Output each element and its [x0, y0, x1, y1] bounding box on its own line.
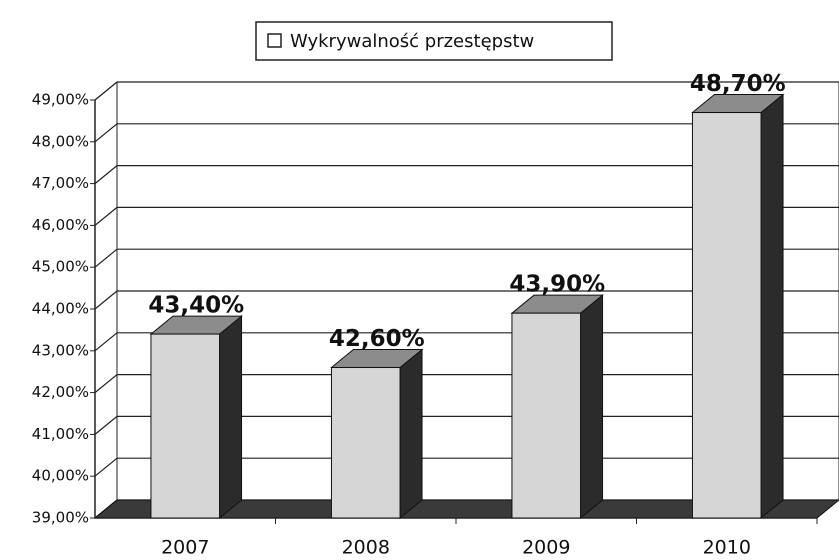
- bar-side: [219, 315, 243, 520]
- grid-line: [94, 123, 839, 143]
- x-tick-label: 2010: [703, 537, 751, 559]
- grid-line: [94, 81, 839, 101]
- bar: [691, 112, 762, 519]
- legend-box: [255, 21, 613, 61]
- legend-label: Wykrywalność przestępstw: [290, 31, 534, 52]
- bar-side: [580, 294, 604, 520]
- legend-swatch: [267, 33, 282, 48]
- grid-line: [94, 206, 839, 226]
- value-label: 43,40%: [148, 293, 244, 319]
- y-tick-label: 45,00%: [32, 258, 89, 276]
- bar-side: [399, 348, 423, 520]
- x-tick-label: 2009: [522, 537, 570, 559]
- y-tick-label: 44,00%: [32, 300, 89, 318]
- y-tick-label: 41,00%: [32, 425, 89, 443]
- x-tick-label: 2008: [342, 537, 390, 559]
- bar: [511, 312, 582, 519]
- grid-line: [94, 165, 839, 185]
- bar-side: [760, 93, 784, 520]
- x-tick-label: 2007: [161, 537, 209, 559]
- y-tick-label: 46,00%: [32, 216, 89, 234]
- grid-line: [94, 290, 839, 310]
- grid-line: [94, 248, 839, 268]
- value-label: 42,60%: [329, 326, 425, 352]
- y-tick-label: 40,00%: [32, 467, 89, 485]
- bar: [330, 367, 401, 519]
- y-tick-label: 39,00%: [32, 509, 89, 527]
- y-tick-label: 47,00%: [32, 174, 89, 192]
- value-label: 48,70%: [690, 71, 786, 97]
- value-label: 43,90%: [509, 272, 605, 298]
- y-tick-label: 43,00%: [32, 341, 89, 359]
- y-tick-label: 42,00%: [32, 383, 89, 401]
- y-tick-label: 48,00%: [32, 132, 89, 150]
- bar: [150, 333, 221, 519]
- y-tick-label: 49,00%: [32, 91, 89, 109]
